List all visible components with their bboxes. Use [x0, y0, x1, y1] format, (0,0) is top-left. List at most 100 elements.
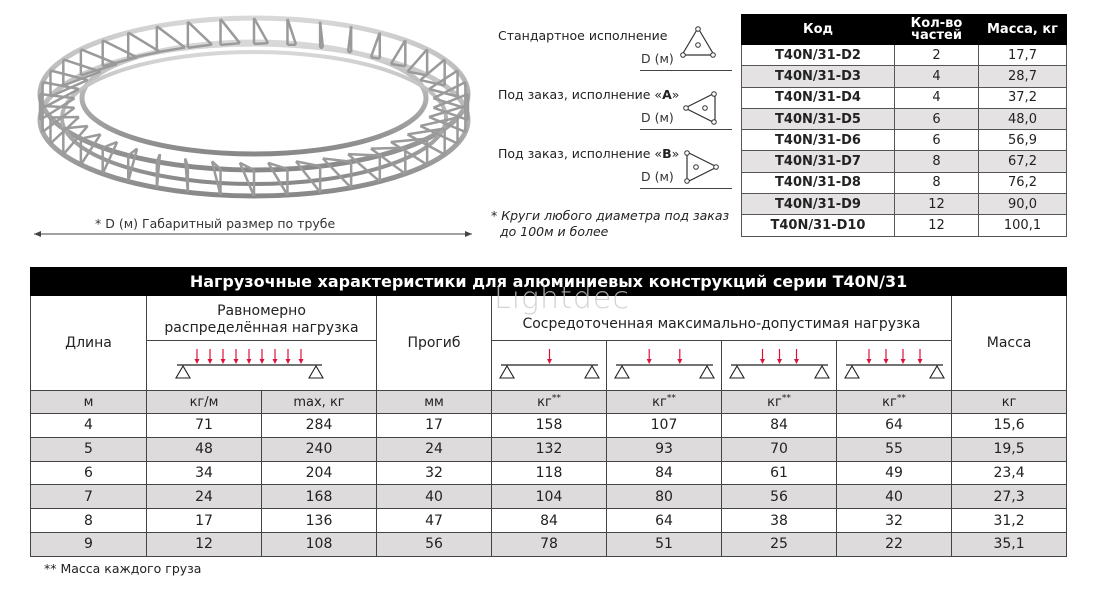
profile-option-1: Стандартное исполнение D (м): [498, 26, 732, 78]
load-arrow-icon: [220, 349, 226, 364]
load-arrow-icon: [194, 349, 200, 364]
beam-diagram: [175, 349, 324, 379]
load-arrow-icon: [285, 349, 291, 364]
support-triangle-icon: [843, 364, 860, 379]
code-cell: T40N/31-D8: [741, 171, 895, 195]
load-cell: 93: [606, 436, 722, 462]
unit-label: мм: [424, 394, 444, 410]
load-cell: 78: [491, 531, 607, 557]
mass-cell: 37,2: [978, 86, 1067, 109]
unit-label: кг**: [767, 393, 791, 411]
mass-cell: 48,0: [978, 107, 1067, 131]
code-row: T40N/31-D10 12 100,1: [741, 214, 1067, 237]
unit-cell: кг**: [836, 390, 952, 414]
unit-label: кг/м: [189, 394, 219, 410]
parts-cell: 8: [894, 171, 979, 195]
code-cell: T40N/31-D2: [741, 43, 895, 67]
load-cell: 136: [261, 508, 377, 533]
parts-cell: 6: [894, 107, 979, 131]
support-triangle-icon: [928, 364, 945, 379]
header-deflection: Прогиб: [376, 295, 492, 391]
header-uniform-line1: Равномерно: [217, 302, 306, 319]
load-cell: 23,4: [950, 460, 1068, 486]
code-cell: T40N/31-D5: [741, 107, 895, 131]
code-row: T40N/31-D7 8 67,2: [741, 150, 1067, 173]
profile-option-3: Под заказ, исполнение «B» D (м): [498, 146, 732, 196]
header-mass: Масса: [950, 295, 1068, 391]
unit-label: м: [83, 394, 94, 410]
concentrated-load-diagram-1: [491, 340, 607, 391]
unit-label: max, кг: [293, 394, 345, 410]
beam-diagram: [613, 349, 715, 379]
note-line-2: до 100м и более: [500, 224, 609, 239]
load-cell: 284: [261, 413, 377, 438]
load-cell: 56: [376, 531, 492, 557]
unit-label: кг**: [882, 393, 906, 411]
load-arrow-icon: [207, 349, 213, 364]
codes-table: Код Кол-во частей Масса, кг T40N/31-D2 2 1…: [741, 14, 1067, 237]
load-cell: 9: [30, 531, 147, 557]
load-cell: 15,6: [950, 413, 1068, 438]
load-cell: 168: [261, 484, 377, 510]
code-cell: T40N/31-D6: [741, 129, 895, 152]
load-cell: 24: [376, 436, 492, 462]
parts-cell: 4: [894, 86, 979, 109]
load-cell: 204: [261, 460, 377, 486]
code-row: T40N/31-D5 6 48,0: [741, 107, 1067, 131]
profile-label: Под заказ, исполнение «A»: [498, 87, 680, 102]
load-cell: 132: [491, 436, 607, 462]
load-cell: 35,1: [950, 531, 1068, 557]
load-cell: 17: [376, 413, 492, 438]
load-arrow-icon: [259, 349, 265, 364]
load-cell: 71: [146, 413, 262, 438]
col-parts: Кол-во частей: [894, 14, 979, 45]
load-cell: 25: [721, 531, 837, 557]
unit-cell: кг**: [491, 390, 607, 414]
mass-cell: 90,0: [978, 193, 1067, 216]
load-cell: 158: [491, 413, 607, 438]
mass-cell: 56,9: [978, 129, 1067, 152]
truss-profile-triangle-right-icon: [684, 150, 719, 184]
header-length: Длина: [30, 295, 147, 391]
load-cell: 84: [606, 460, 722, 486]
ring-dimension-caption: * D (м) Габаритный размер по трубе: [95, 216, 336, 231]
load-cell: 32: [376, 460, 492, 486]
note-line-1: * Круги любого диаметра под заказ: [491, 208, 730, 223]
load-cell: 24: [146, 484, 262, 510]
parts-cell: 12: [894, 214, 979, 237]
beam-diagram: [843, 349, 945, 379]
load-row: 7 24 168 40 104 80 56 40 27,3: [30, 484, 1068, 510]
load-cell: 19,5: [950, 436, 1068, 462]
load-row: 4 71 284 17 158 107 84 64 15,6: [30, 413, 1068, 438]
load-cell: 80: [606, 484, 722, 510]
support-triangle-icon: [498, 364, 515, 379]
support-triangle-icon: [613, 364, 630, 379]
truss-profile-triangle-left-icon: [683, 91, 717, 125]
load-cell: 17: [146, 508, 262, 533]
code-row: T40N/31-D2 2 17,7: [741, 43, 1067, 67]
load-cell: 118: [491, 460, 607, 486]
header-uniform: Равномерно распределённая нагрузка: [146, 295, 377, 341]
profile-label: Стандартное исполнение: [498, 28, 668, 43]
load-arrow-icon: [917, 349, 922, 364]
mass-cell: 17,7: [978, 43, 1067, 67]
col-code: Код: [741, 14, 895, 45]
load-cell: 27,3: [950, 484, 1068, 510]
support-triangle-icon: [698, 364, 715, 379]
load-arrow-icon: [776, 349, 782, 364]
load-cell: 38: [721, 508, 837, 533]
col-mass: Масса, кг: [978, 14, 1067, 45]
unit-cell: кг: [950, 390, 1068, 414]
unit-cell: кг**: [606, 390, 722, 414]
lightdec-watermark: Lightdec: [494, 281, 630, 316]
parts-cell: 8: [894, 150, 979, 173]
load-cell: 40: [836, 484, 952, 510]
load-cell: 107: [606, 413, 722, 438]
load-cell: 51: [606, 531, 722, 557]
support-triangle-icon: [583, 364, 600, 379]
unit-cell: max, кг: [261, 390, 377, 414]
mass-cell: 100,1: [978, 214, 1067, 237]
dimension-line: [640, 188, 732, 189]
uniform-load-diagram: [146, 340, 377, 391]
mass-cell: 67,2: [978, 150, 1067, 173]
